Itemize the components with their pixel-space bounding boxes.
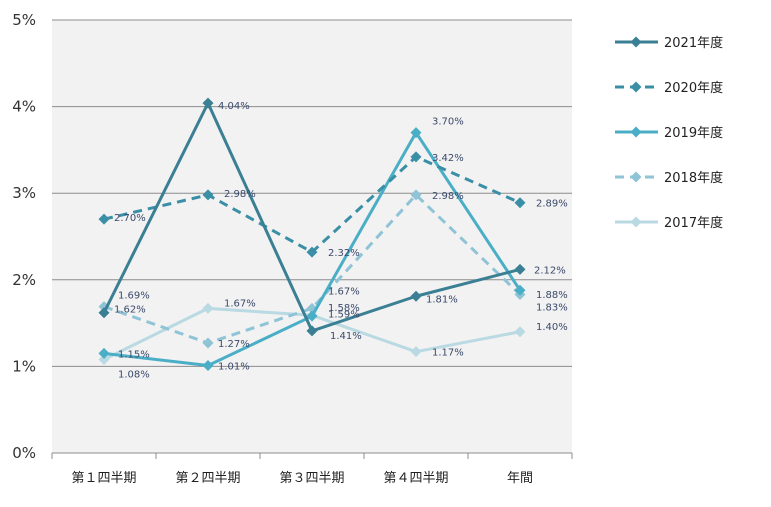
legend-label: 2017年度 [664,215,723,231]
data-label: 1.15% [118,349,150,360]
series-0 [98,97,526,337]
data-label: 1.67% [328,286,360,297]
legend-marker [630,216,642,228]
y-tick-label: 0% [12,444,36,462]
y-tick-label: 5% [12,11,36,29]
data-label: 1.69% [118,291,150,302]
data-point [98,213,110,225]
data-label: 1.83% [536,303,568,314]
plot-area [52,20,572,453]
legend: 2021年度 2020年度 2019年度 2018年度 2017年度 [615,35,723,231]
legend-entry: 2021年度 [615,35,723,51]
legend-marker [630,171,642,183]
data-label: 1.81% [426,294,458,305]
data-label: 1.41% [330,331,362,342]
data-label: 1.67% [224,298,256,309]
data-labels: 1.62% 4.04% 1.41% 1.81% 2.12% 2.70% 2.98% 2.32%… [114,101,568,380]
data-label: 1.27% [218,339,250,350]
data-label: 1.88% [536,290,568,301]
y-tick-label: 2% [12,271,36,289]
legend-label: 2020年度 [664,80,723,96]
y-tick-label: 1% [12,357,36,375]
data-point [306,310,318,322]
x-tick-label: 年間 [507,471,533,486]
legend-marker [630,36,642,48]
data-point [410,290,422,302]
legend-entry: 2019年度 [615,125,723,141]
legend-entry: 2020年度 [615,80,723,96]
axes: 0% 1% 2% 3% 4% 5% 第１四半期 第２四半期 第３四半期 第４四半期 年間 [12,11,573,486]
legend-marker [630,81,642,93]
data-point [306,325,318,337]
data-point [410,127,422,139]
series-group [98,97,526,372]
data-label: 4.04% [218,101,250,112]
data-label: 1.62% [114,305,146,316]
data-point [410,189,422,201]
data-label: 2.98% [224,189,256,200]
series-line [103,193,522,345]
data-label: 1.01% [218,362,250,373]
data-label: 2.32% [328,248,360,259]
data-point [202,337,214,349]
data-point [98,353,110,365]
x-tick-label: 第４四半期 [383,471,448,486]
data-label: 2.12% [534,265,566,276]
data-point [514,263,526,275]
y-tick-label: 4% [12,98,36,116]
data-point [202,189,214,201]
x-tick-label: 第２四半期 [175,471,240,486]
x-tick-label: 第１四半期 [71,471,136,486]
data-label: 2.70% [114,213,146,224]
x-tick-label: 第３四半期 [279,471,344,486]
data-label: 1.40% [536,322,568,333]
series-1 [98,151,526,258]
data-point [202,360,214,372]
data-label: 2.89% [536,199,568,210]
legend-entry: 2018年度 [615,170,723,186]
data-point [306,246,318,258]
data-point [98,347,110,359]
data-point [410,151,422,163]
series-2 [98,127,526,372]
data-point [98,307,110,319]
data-point [514,284,526,296]
data-point [202,302,214,314]
data-point [514,197,526,209]
data-label: 3.42% [432,153,464,164]
data-label: 1.59% [328,309,360,320]
legend-label: 2018年度 [664,170,723,186]
legend-label: 2019年度 [664,125,723,141]
data-point [514,326,526,338]
data-point [410,346,422,358]
data-label: 2.98% [432,191,464,202]
y-tick-label: 3% [12,184,36,202]
data-label: 1.17% [432,348,464,359]
data-point [202,97,214,109]
data-label: 1.08% [118,369,150,380]
legend-label: 2021年度 [664,35,723,51]
legend-entry: 2017年度 [615,215,723,231]
data-label: 1.58% [328,303,360,314]
legend-marker [630,126,642,138]
data-label: 3.70% [432,117,464,128]
